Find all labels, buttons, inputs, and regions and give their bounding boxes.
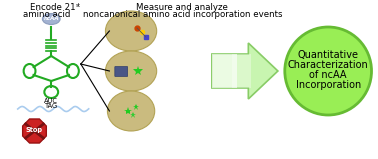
Polygon shape: [212, 54, 237, 88]
Text: ncAA: ncAA: [43, 17, 59, 21]
Ellipse shape: [105, 51, 157, 91]
Text: noncanonical amino acid incorporation events: noncanonical amino acid incorporation ev…: [82, 10, 282, 19]
Text: Quantitative: Quantitative: [297, 50, 359, 60]
Circle shape: [285, 27, 372, 115]
Text: amino acid: amino acid: [23, 10, 70, 19]
Text: st: st: [76, 3, 81, 8]
Text: of ncAA: of ncAA: [310, 70, 347, 80]
Ellipse shape: [107, 91, 155, 131]
Text: AUC: AUC: [44, 98, 58, 104]
Text: Characterization: Characterization: [288, 60, 369, 70]
Ellipse shape: [105, 11, 157, 51]
FancyBboxPatch shape: [115, 66, 128, 76]
Ellipse shape: [42, 14, 60, 24]
Polygon shape: [232, 54, 251, 88]
Text: TAG: TAG: [45, 103, 58, 109]
Text: Encode 21: Encode 21: [29, 3, 75, 12]
Text: Stop: Stop: [26, 127, 43, 133]
Polygon shape: [212, 43, 278, 99]
Text: Measure and analyze: Measure and analyze: [136, 3, 228, 12]
Polygon shape: [23, 119, 46, 143]
Text: Incorporation: Incorporation: [296, 80, 361, 90]
